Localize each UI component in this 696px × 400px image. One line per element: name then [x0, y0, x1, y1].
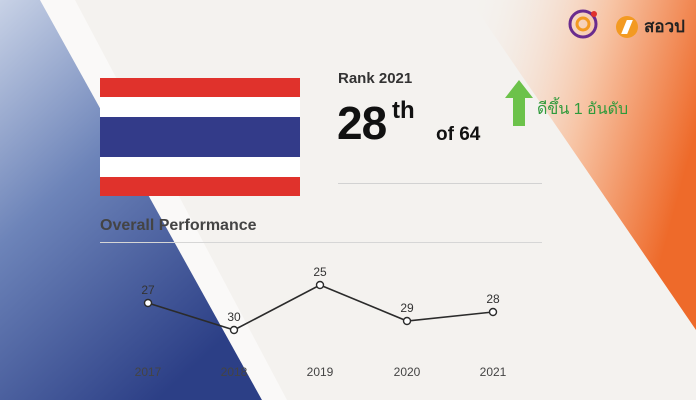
improvement-text: ดีขึ้น 1 อันดับ — [537, 101, 629, 118]
x-tick-label: 2019 — [307, 365, 334, 379]
rank-label: Rank 2021 — [338, 70, 413, 87]
section-divider — [100, 242, 542, 243]
x-tick-label: 2017 — [135, 365, 162, 379]
flag-stripe-red-top — [100, 78, 300, 97]
brand-name: สอวป — [644, 17, 685, 36]
data-point — [402, 316, 412, 326]
x-tick-label: 2018 — [221, 365, 248, 379]
data-point — [229, 325, 239, 335]
flag-stripe-blue — [100, 117, 300, 157]
data-label: 25 — [313, 265, 327, 279]
x-tick-label: 2021 — [480, 365, 507, 379]
brand-logo: สอวป — [616, 13, 685, 40]
emblem-logo-icon — [568, 9, 598, 39]
data-point — [488, 307, 498, 317]
rank-of-total: of 64 — [436, 124, 481, 145]
data-label: 28 — [486, 292, 500, 306]
flag-stripe-white-top — [100, 97, 300, 117]
logo-area: สอวป — [558, 2, 696, 48]
data-point — [315, 280, 325, 290]
data-label: 29 — [400, 301, 414, 315]
divider — [338, 183, 542, 184]
thailand-flag — [100, 78, 300, 196]
up-arrow-icon — [505, 80, 533, 126]
data-label: 27 — [141, 283, 155, 297]
flag-stripe-white-bottom — [100, 157, 300, 177]
series-line — [147, 284, 494, 331]
flag-stripe-red-bottom — [100, 177, 300, 196]
section-title: Overall Performance — [100, 217, 257, 234]
x-tick-label: 2020 — [394, 365, 421, 379]
data-point — [143, 298, 153, 308]
data-label: 30 — [227, 310, 241, 324]
rank-suffix: th — [392, 97, 415, 124]
rank-number: 28 — [337, 97, 387, 149]
brand-logo-icon — [616, 15, 638, 38]
